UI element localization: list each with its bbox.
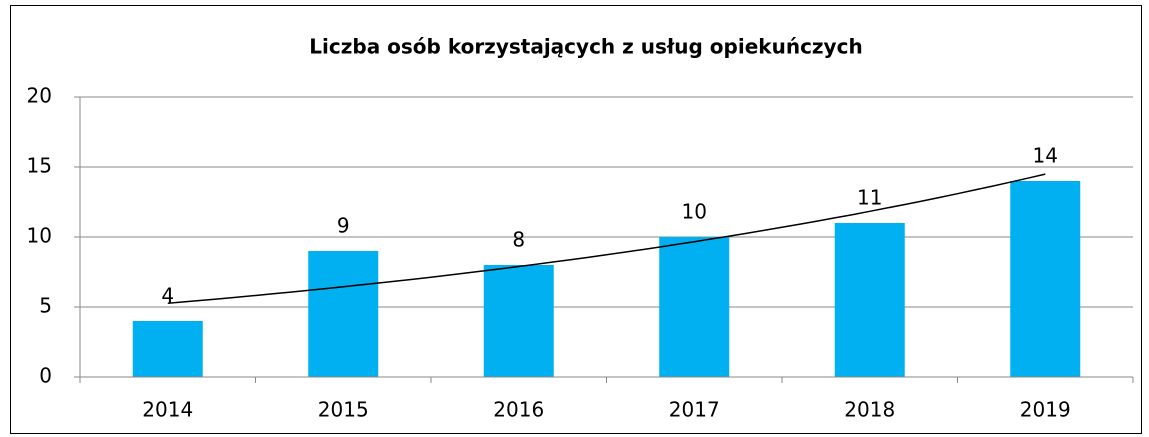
chart-title: Liczba osób korzystających z usług opiek… — [309, 35, 862, 59]
x-tick-label: 2019 — [1020, 398, 1071, 422]
data-label: 11 — [857, 186, 882, 210]
x-tick-label: 2014 — [142, 398, 193, 422]
trendline — [167, 173, 1046, 305]
bar — [834, 223, 905, 377]
data-label: 8 — [512, 228, 525, 252]
y-tick-label: 15 — [27, 154, 52, 178]
y-tick-label: 5 — [39, 294, 52, 318]
bar — [132, 321, 203, 377]
data-label: 9 — [337, 214, 350, 238]
bar — [308, 251, 379, 377]
y-tick-label: 20 — [27, 84, 52, 108]
y-tick-label: 10 — [27, 224, 52, 248]
x-tick-label: 2018 — [844, 398, 895, 422]
x-tick-label: 2016 — [493, 398, 544, 422]
data-label: 10 — [682, 200, 707, 224]
bar — [659, 237, 730, 377]
y-tick-label: 0 — [39, 364, 52, 388]
data-label: 14 — [1033, 144, 1058, 168]
bar — [483, 265, 554, 377]
x-tick-label: 2015 — [318, 398, 369, 422]
x-tick-label: 2017 — [669, 398, 720, 422]
data-label: 4 — [161, 284, 174, 308]
bar — [1010, 181, 1081, 377]
